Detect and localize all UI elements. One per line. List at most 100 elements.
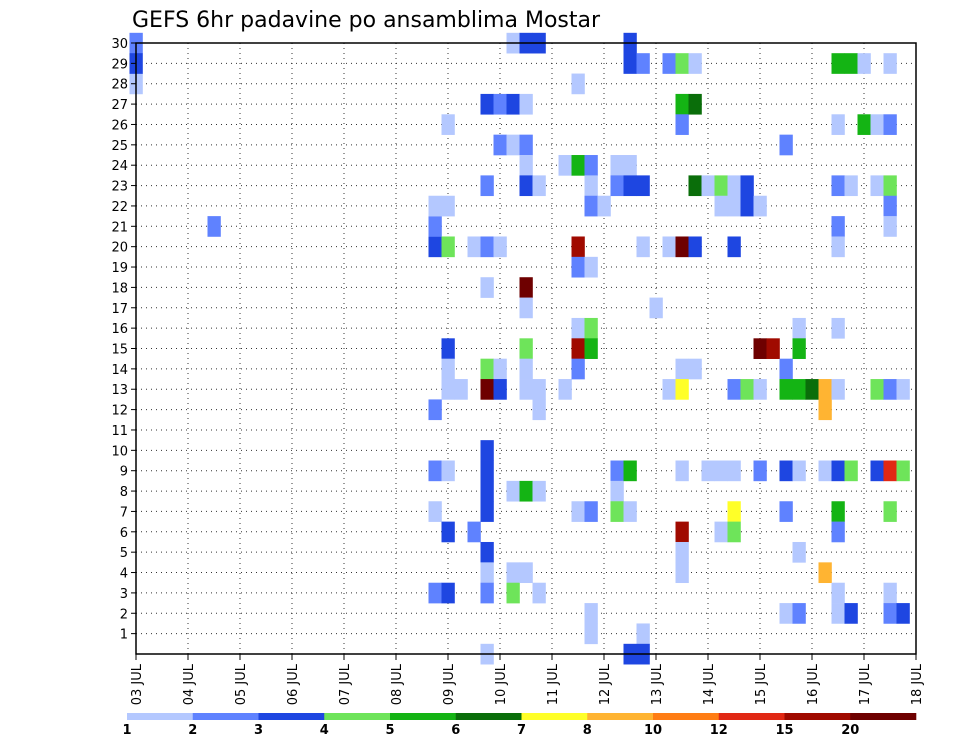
heat-cell	[792, 460, 806, 482]
legend-label: 5	[385, 723, 394, 738]
heat-cell	[753, 195, 767, 217]
y-tick-label: 24	[111, 159, 128, 174]
heat-cell	[571, 338, 585, 359]
y-tick-label: 17	[111, 302, 128, 317]
legend-label: 2	[188, 723, 197, 738]
heat-cell	[727, 521, 741, 543]
heat-cell	[532, 399, 546, 421]
heat-cell	[480, 277, 494, 298]
heat-cell	[753, 460, 767, 482]
heat-cell	[610, 175, 624, 197]
heat-cell	[662, 236, 676, 258]
x-tick-label: 17 JUL	[858, 663, 873, 705]
heat-cell	[480, 379, 494, 400]
y-tick-label: 11	[111, 424, 128, 439]
y-tick-label: 8	[120, 485, 128, 500]
heat-cell	[727, 236, 741, 258]
heat-cell	[779, 460, 793, 482]
heat-cell	[727, 501, 741, 522]
heat-cell	[623, 175, 637, 197]
heat-cell	[675, 379, 689, 400]
heat-cell	[584, 623, 598, 645]
heat-cell	[857, 53, 871, 74]
heat-cell	[792, 541, 806, 563]
y-tick-label: 25	[111, 139, 128, 154]
heat-cell	[805, 379, 819, 400]
heat-cell	[428, 195, 442, 217]
x-tick-label: 14 JUL	[702, 663, 717, 705]
heat-cell	[844, 460, 858, 482]
heat-cell	[493, 379, 507, 400]
heat-cell	[623, 155, 637, 176]
heat-cell	[532, 480, 546, 502]
heat-cell	[831, 582, 845, 604]
y-tick-label: 15	[111, 343, 128, 358]
heat-cell	[493, 93, 507, 115]
heat-cell	[688, 175, 702, 197]
heat-cell	[571, 358, 585, 380]
y-tick-label: 21	[111, 220, 128, 235]
heat-cell	[480, 460, 494, 482]
legend-label: 10	[644, 723, 662, 738]
heat-cell	[818, 379, 832, 400]
heat-cell	[597, 195, 611, 217]
heat-cell	[428, 501, 442, 522]
heat-cell	[532, 582, 546, 604]
heat-cell	[870, 460, 884, 482]
heat-cell	[571, 317, 585, 339]
x-tick-label: 06 JUL	[286, 663, 301, 705]
heat-cell	[428, 460, 442, 482]
heat-cell	[441, 582, 455, 604]
legend-label: 12	[710, 723, 728, 738]
heat-cell	[714, 195, 728, 217]
heat-cell	[688, 358, 702, 380]
heat-cell	[779, 501, 793, 522]
heat-cell	[571, 501, 585, 522]
heat-cell	[584, 155, 598, 176]
y-tick-label: 19	[111, 261, 128, 276]
heat-cell	[571, 73, 585, 95]
heat-cell	[441, 338, 455, 359]
heat-cell	[662, 379, 676, 400]
heat-cell	[480, 93, 494, 115]
heat-cell	[571, 236, 585, 258]
y-tick-label: 28	[111, 78, 128, 93]
heat-cell	[493, 236, 507, 258]
x-tick-label: 12 JUL	[598, 663, 613, 705]
heat-cell	[831, 460, 845, 482]
heat-cell	[883, 501, 897, 522]
legend-swatch	[850, 713, 917, 720]
heat-cell	[610, 460, 624, 482]
heat-cell	[883, 216, 897, 237]
heat-cell	[779, 358, 793, 380]
legend-swatch	[258, 713, 325, 720]
heat-cell	[727, 175, 741, 197]
heat-cell	[480, 440, 494, 461]
x-tick-label: 07 JUL	[338, 663, 353, 705]
legend-swatch	[653, 713, 720, 720]
heat-cell	[480, 175, 494, 197]
heat-cell	[519, 297, 533, 319]
x-tick-label: 03 JUL	[130, 663, 145, 705]
heat-cell	[636, 623, 650, 645]
y-tick-label: 22	[111, 200, 128, 215]
heat-cell	[623, 460, 637, 482]
heat-cell	[831, 175, 845, 197]
y-tick-label: 27	[111, 98, 128, 113]
x-tick-label: 08 JUL	[390, 663, 405, 705]
heat-cell	[493, 134, 507, 156]
heat-cell	[480, 541, 494, 563]
heat-cell	[519, 277, 533, 298]
y-axis: 1234567891011121314151617181920212223242…	[111, 37, 136, 643]
heat-cell	[740, 175, 754, 197]
heat-cell	[675, 53, 689, 74]
x-tick-label: 11 JUL	[546, 663, 561, 705]
heat-cell	[883, 175, 897, 197]
heat-cell	[831, 521, 845, 543]
heat-cell	[675, 460, 689, 482]
heat-cell	[818, 460, 832, 482]
y-tick-label: 23	[111, 180, 128, 195]
heat-cell	[753, 338, 767, 359]
heat-cell	[467, 236, 481, 258]
